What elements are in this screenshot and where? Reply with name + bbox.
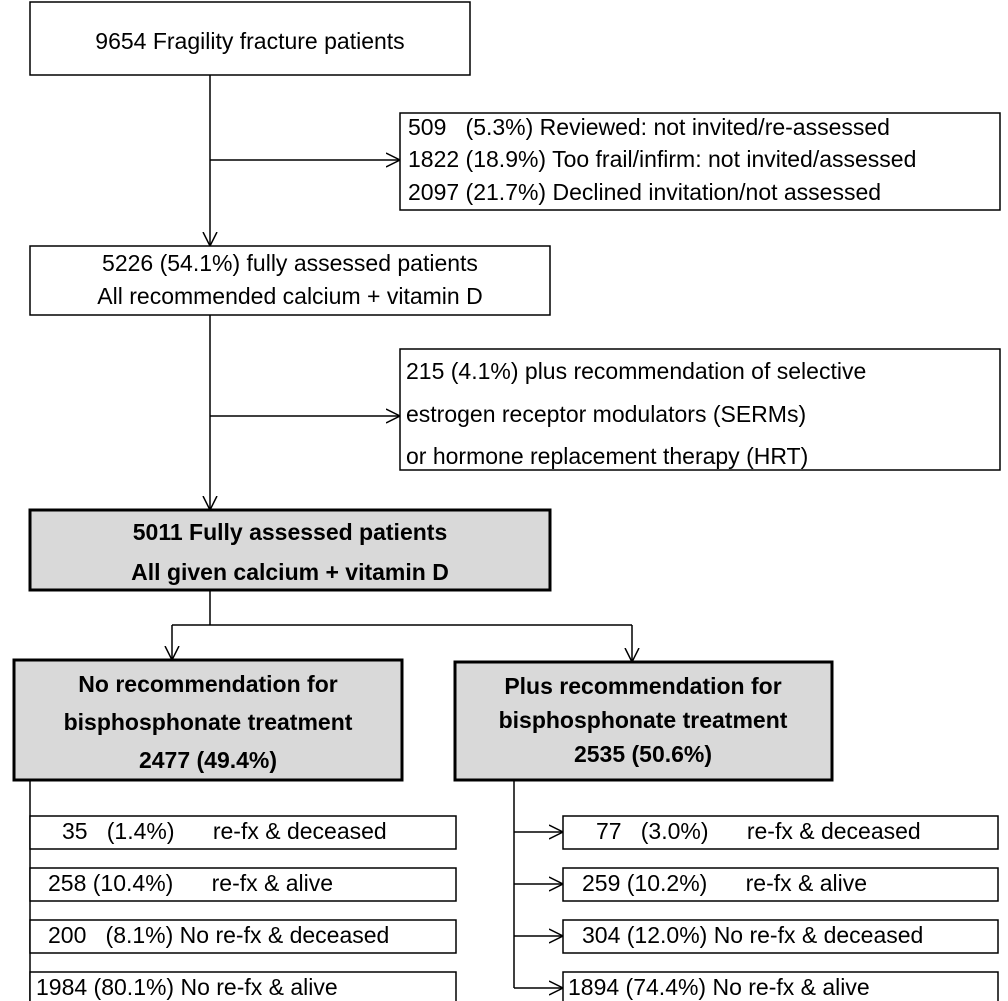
outcome-label: 1894 (74.4%) No re-fx & alive <box>568 974 870 1000</box>
box-label: or hormone replacement therapy (HRT) <box>406 443 808 469</box>
box-label: No recommendation for <box>78 671 337 697</box>
box <box>28 508 552 592</box>
box-label: 2535 (50.6%) <box>574 741 712 767</box>
outcome-label: 77 (3.0%) re-fx & deceased <box>596 818 921 844</box>
outcome-box <box>29 815 457 850</box>
box-label: 509 (5.3%) Reviewed: not invited/re-asse… <box>408 114 890 140</box>
box <box>399 348 1001 471</box>
outcome-box <box>562 919 999 954</box>
box-label: 9654 Fragility fracture patients <box>95 28 404 54</box>
box-label: All recommended calcium + vitamin D <box>97 283 482 309</box>
box <box>399 112 1001 211</box>
outcome-box <box>29 919 457 954</box>
box-label: 1822 (18.9%) Too frail/infirm: not invit… <box>408 146 916 172</box>
outcome-label: 258 (10.4%) re-fx & alive <box>48 870 333 896</box>
outcome-label: 200 (8.1%) No re-fx & deceased <box>48 922 389 948</box>
box-label: 215 (4.1%) plus recommendation of select… <box>406 358 866 384</box>
connectors <box>29 75 632 1001</box>
outcome-box <box>562 867 999 902</box>
outcome-label: 35 (1.4%) re-fx & deceased <box>62 818 387 844</box>
outcome-box <box>29 867 457 902</box>
box-label: bisphosphonate treatment <box>64 709 353 735</box>
box-label: 2477 (49.4%) <box>139 747 277 773</box>
box-label: All given calcium + vitamin D <box>131 559 449 585</box>
outcome-label: 1984 (80.1%) No re-fx & alive <box>36 974 338 1000</box>
outcome-label: 259 (10.2%) re-fx & alive <box>582 870 867 896</box>
box <box>29 245 551 316</box>
box <box>29 1 471 76</box>
box <box>12 658 404 782</box>
box-label: 2097 (21.7%) Declined invitation/not ass… <box>408 179 881 205</box>
box-label: 5226 (54.1%) fully assessed patients <box>102 250 478 276</box>
box-label: 5011 Fully assessed patients <box>133 519 448 545</box>
box-label: bisphosphonate treatment <box>499 707 788 733</box>
box <box>453 660 834 782</box>
box-label: Plus recommendation for <box>504 673 781 699</box>
outcome-box <box>562 815 999 850</box>
box-label: estrogen receptor modulators (SERMs) <box>406 401 806 427</box>
outcome-box <box>562 971 999 1001</box>
outcome-box <box>29 971 457 1001</box>
outcome-label: 304 (12.0%) No re-fx & deceased <box>582 922 923 948</box>
